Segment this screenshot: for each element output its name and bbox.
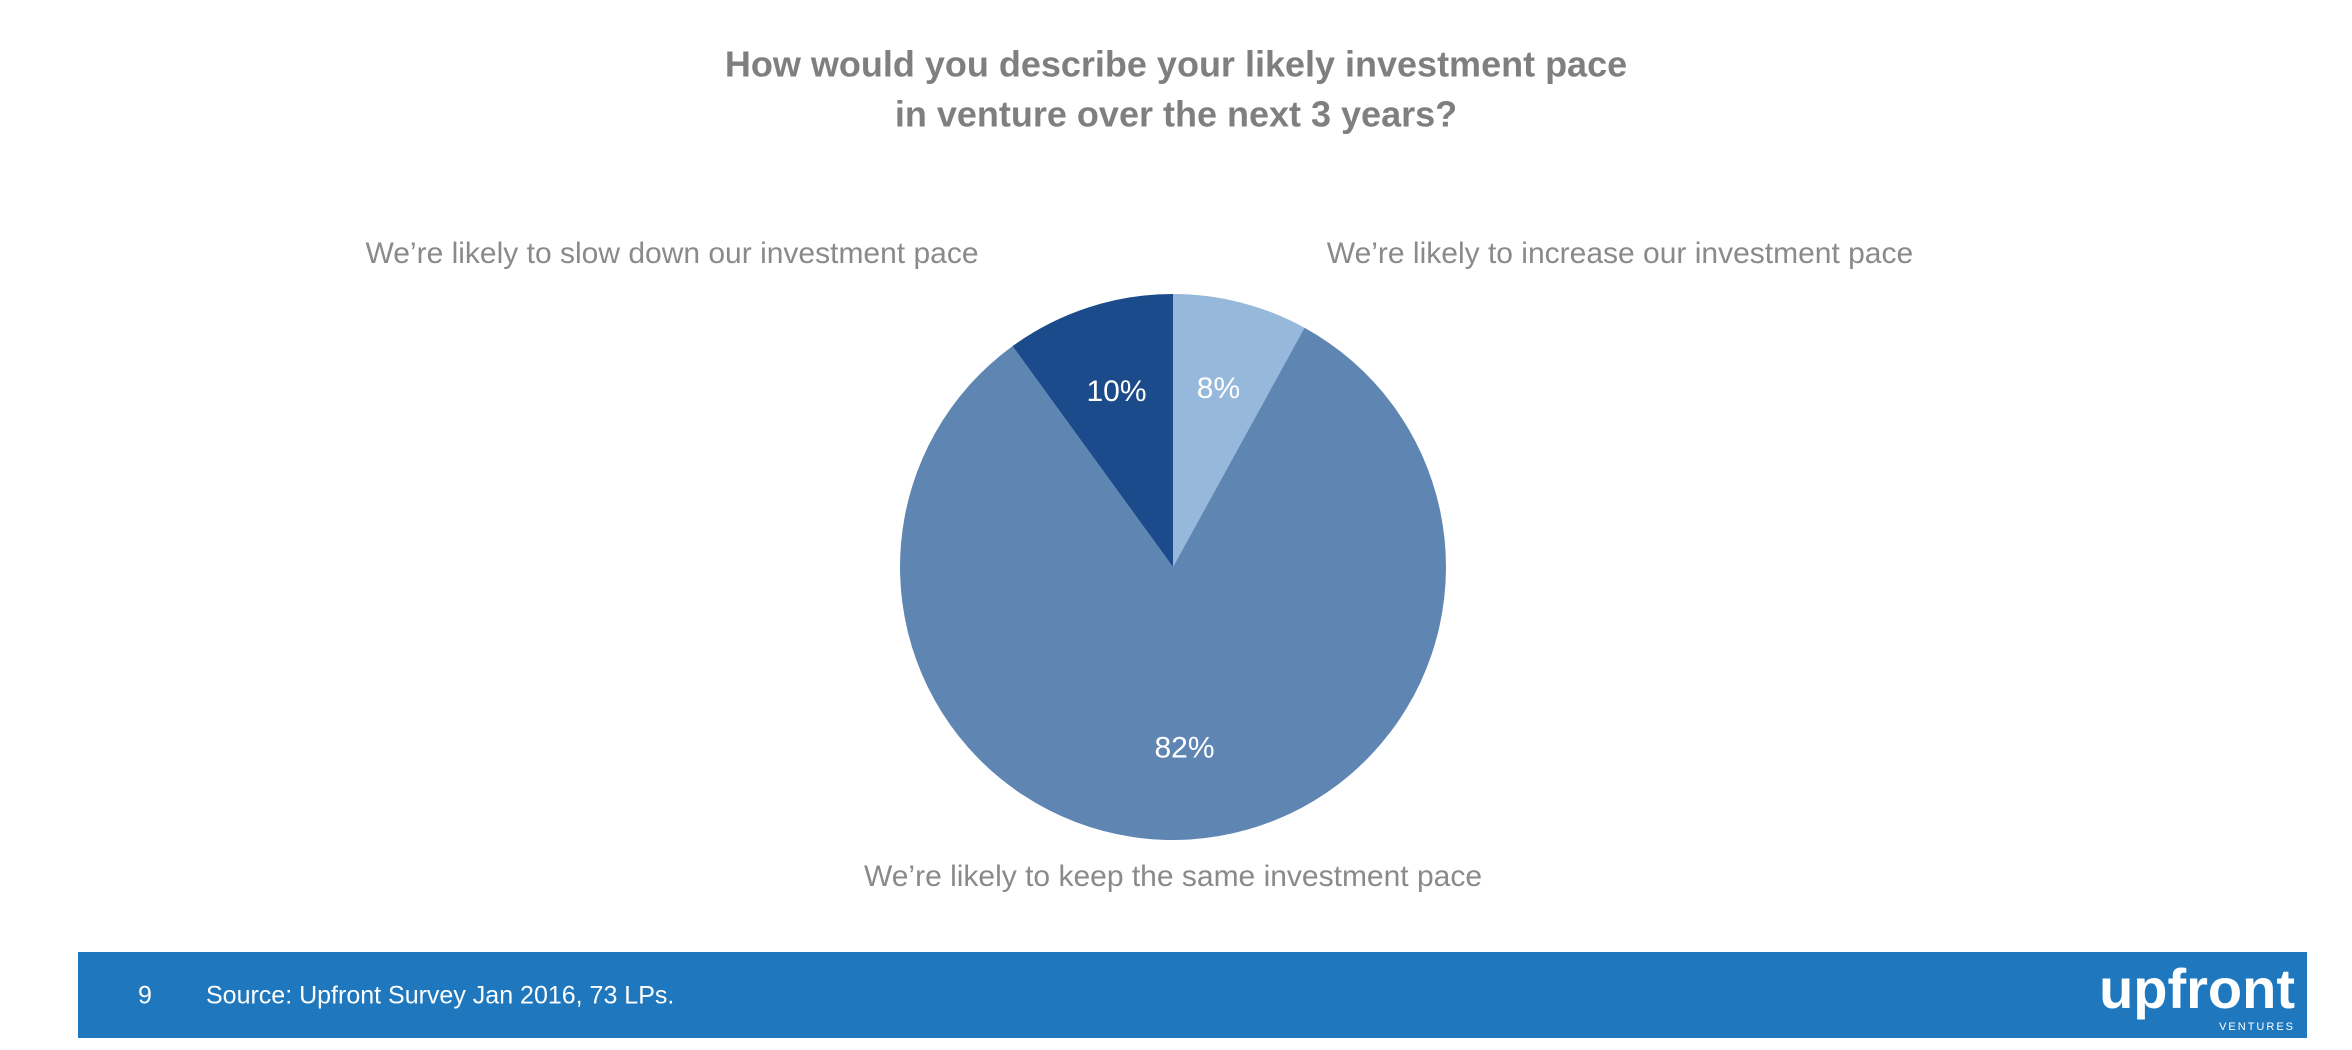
page-number: 9 (138, 982, 152, 1010)
value-label: 8% (1197, 372, 1240, 405)
category-label: We’re likely to keep the same investment… (864, 860, 1482, 893)
pie-slice (900, 327, 1446, 840)
category-label: We’re likely to slow down our investment… (365, 237, 978, 270)
logo-subtitle: VENTURES (2219, 1021, 2295, 1033)
value-label: 10% (1086, 375, 1146, 408)
pie-slice (1173, 294, 1305, 567)
footer-bar (78, 952, 2307, 1038)
category-label: We’re likely to increase our investment … (1327, 237, 1913, 270)
source-note: Source: Upfront Survey Jan 2016, 73 LPs. (206, 982, 674, 1010)
chart-title: in venture over the next 3 years? (895, 94, 1457, 135)
pie-slice (1012, 294, 1173, 567)
value-label: 82% (1154, 731, 1214, 764)
logo: upfront (2099, 957, 2295, 1020)
chart-title: How would you describe your likely inves… (725, 44, 1627, 85)
